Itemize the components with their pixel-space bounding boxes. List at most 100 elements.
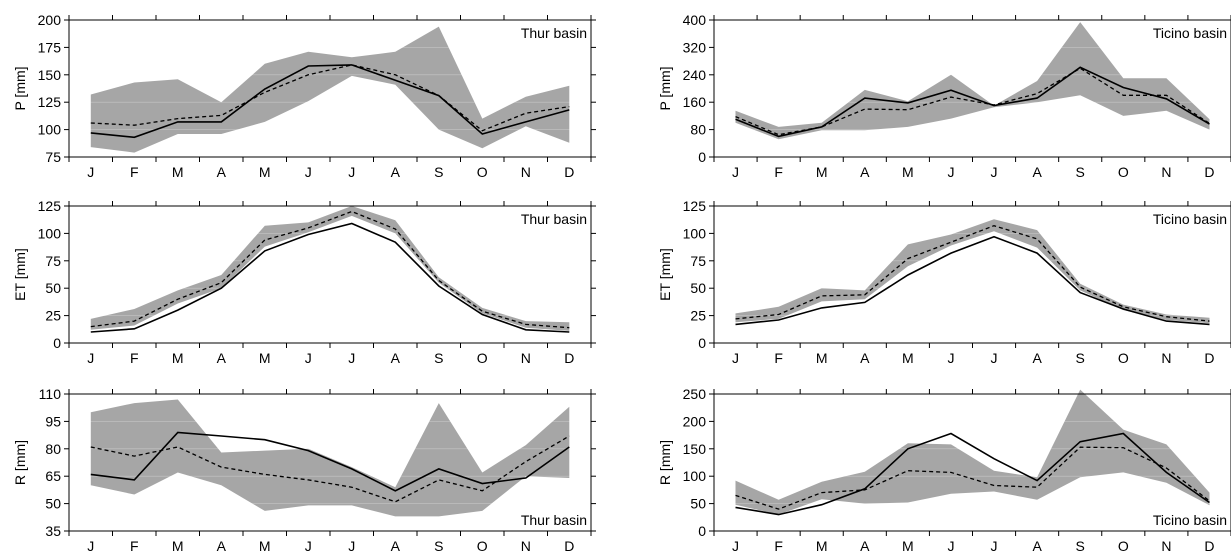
series-line-solid bbox=[90, 222, 570, 333]
y-tick-label: 50 bbox=[690, 496, 706, 512]
x-tick-label: J bbox=[305, 164, 312, 180]
y-tick-label: 400 bbox=[683, 12, 707, 28]
series-line-dashed bbox=[735, 67, 1210, 136]
x-tick-label: M bbox=[259, 164, 271, 180]
series-line-dashed bbox=[90, 210, 570, 329]
x-tick-label: J bbox=[348, 538, 355, 553]
x-tick-label: J bbox=[348, 350, 355, 366]
y-tick-label: 50 bbox=[45, 280, 61, 296]
basin-label: Ticino basin bbox=[1153, 512, 1227, 528]
y-tick-label: 150 bbox=[38, 67, 62, 83]
y-tick-label: 75 bbox=[45, 253, 61, 269]
y-tick-label: 65 bbox=[45, 468, 61, 484]
x-tick-label: F bbox=[130, 350, 139, 366]
series-line-dashed bbox=[90, 64, 570, 132]
basin-label-background bbox=[1149, 24, 1230, 42]
y-tick-label: 100 bbox=[683, 225, 707, 241]
range-band bbox=[735, 22, 1210, 140]
y-tick-label: 125 bbox=[38, 94, 62, 110]
y-tick-label: 125 bbox=[38, 198, 62, 214]
x-tick-label: D bbox=[564, 350, 574, 366]
x-tick-label: J bbox=[87, 164, 94, 180]
y-axis-title: P [mm] bbox=[657, 66, 673, 110]
chart-panel-5: 0 50 100 150 200 250 J F M A M J J A S O N D R [mm] Ticino … bbox=[657, 386, 1231, 553]
x-tick-label: A bbox=[391, 538, 401, 553]
x-tick-label: D bbox=[1204, 350, 1214, 366]
y-tick-label: 125 bbox=[683, 198, 707, 214]
y-tick-label: 100 bbox=[38, 122, 62, 138]
y-tick-label: 50 bbox=[690, 280, 706, 296]
y-axis-title: P [mm] bbox=[12, 66, 28, 110]
y-axis-title: R [mm] bbox=[12, 440, 28, 485]
series-line-dashed bbox=[735, 446, 1210, 510]
chart-panel-0: 75 100 125 150 175 200 J F M A M J J A S O N D P [mm] Thur … bbox=[12, 12, 596, 180]
x-tick-label: J bbox=[947, 164, 954, 180]
range-band bbox=[90, 206, 570, 331]
x-tick-label: F bbox=[774, 164, 783, 180]
x-tick-label: J bbox=[947, 538, 954, 553]
basin-label-background bbox=[517, 24, 590, 42]
y-tick-label: 0 bbox=[698, 149, 706, 165]
x-tick-label: F bbox=[130, 538, 139, 553]
x-tick-label: O bbox=[477, 350, 488, 366]
y-tick-label: 25 bbox=[690, 308, 706, 324]
x-tick-label: F bbox=[130, 164, 139, 180]
x-tick-label: D bbox=[1204, 164, 1214, 180]
x-tick-label: S bbox=[434, 164, 443, 180]
x-tick-label: M bbox=[902, 350, 914, 366]
range-band bbox=[735, 389, 1210, 515]
x-tick-label: S bbox=[434, 350, 443, 366]
basin-label-background bbox=[517, 511, 590, 529]
x-tick-label: S bbox=[1076, 538, 1085, 553]
series-line-solid bbox=[90, 64, 570, 139]
x-tick-label: A bbox=[1032, 538, 1042, 553]
x-tick-label: A bbox=[217, 350, 227, 366]
y-tick-label: 150 bbox=[683, 441, 707, 457]
x-tick-label: A bbox=[1032, 350, 1042, 366]
y-tick-label: 200 bbox=[38, 12, 62, 28]
y-tick-label: 75 bbox=[45, 149, 61, 165]
x-tick-label: J bbox=[305, 538, 312, 553]
x-tick-label: N bbox=[1161, 350, 1171, 366]
x-tick-label: J bbox=[348, 164, 355, 180]
y-axis-title: ET [mm] bbox=[657, 248, 673, 301]
y-tick-label: 240 bbox=[683, 67, 707, 83]
x-tick-label: F bbox=[774, 538, 783, 553]
series-line-solid bbox=[90, 431, 570, 492]
x-tick-label: N bbox=[521, 538, 531, 553]
y-tick-label: 100 bbox=[38, 225, 62, 241]
range-band bbox=[90, 26, 570, 153]
x-tick-label: M bbox=[172, 350, 184, 366]
y-tick-label: 0 bbox=[698, 335, 706, 351]
x-tick-label: M bbox=[816, 538, 828, 553]
x-tick-label: A bbox=[1032, 164, 1042, 180]
x-tick-label: S bbox=[434, 538, 443, 553]
y-tick-label: 80 bbox=[690, 122, 706, 138]
x-tick-label: A bbox=[217, 164, 227, 180]
x-tick-label: A bbox=[217, 538, 227, 553]
x-tick-label: M bbox=[259, 538, 271, 553]
range-band bbox=[90, 399, 570, 517]
x-tick-label: N bbox=[521, 350, 531, 366]
x-tick-label: J bbox=[732, 164, 739, 180]
y-tick-label: 100 bbox=[683, 468, 707, 484]
y-tick-label: 80 bbox=[45, 441, 61, 457]
basin-label-background bbox=[517, 210, 590, 228]
x-tick-label: J bbox=[991, 164, 998, 180]
x-tick-label: J bbox=[87, 350, 94, 366]
basin-label: Ticino basin bbox=[1153, 25, 1227, 41]
x-tick-label: M bbox=[902, 538, 914, 553]
x-tick-label: J bbox=[947, 350, 954, 366]
x-tick-label: M bbox=[816, 350, 828, 366]
x-tick-label: J bbox=[732, 350, 739, 366]
x-tick-label: J bbox=[87, 538, 94, 553]
x-tick-label: M bbox=[902, 164, 914, 180]
x-tick-label: M bbox=[172, 164, 184, 180]
basin-label-background bbox=[1149, 511, 1230, 529]
x-tick-label: O bbox=[1118, 538, 1129, 553]
y-axis-title: ET [mm] bbox=[12, 248, 28, 301]
y-axis-title: R [mm] bbox=[657, 440, 673, 485]
x-tick-label: A bbox=[860, 164, 870, 180]
series-line-solid bbox=[735, 432, 1210, 516]
